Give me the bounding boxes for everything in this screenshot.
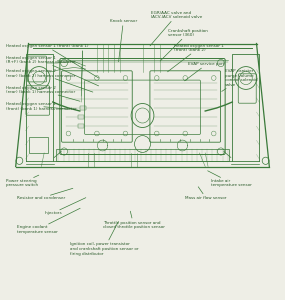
- Text: Heated oxygen sensor 1
(front) (bank 2): Heated oxygen sensor 1 (front) (bank 2): [168, 44, 224, 72]
- Text: Heated oxygen sensor 2
(rear) (bank 1) harness connector: Heated oxygen sensor 2 (rear) (bank 1) h…: [6, 86, 80, 101]
- Bar: [28, 136, 48, 153]
- Text: EVAP canister
purge volume
control solenoid
valve: EVAP canister purge volume control solen…: [222, 69, 258, 92]
- Text: EVAP service port: EVAP service port: [185, 62, 225, 81]
- Text: Heated oxygen sensor 1 (front) (bank 1): Heated oxygen sensor 1 (front) (bank 1): [6, 44, 99, 78]
- Text: Power steering
pressure switch: Power steering pressure switch: [6, 175, 39, 187]
- Text: EGR/AAC valve and
IACV-IACV solenoid valve: EGR/AAC valve and IACV-IACV solenoid val…: [150, 11, 202, 46]
- Text: Injectors: Injectors: [44, 198, 86, 215]
- Text: Heated oxygen sensor 1
(R+F) (bank 2) harness connector: Heated oxygen sensor 1 (R+F) (bank 2) ha…: [6, 56, 99, 86]
- Bar: [78, 124, 84, 128]
- Bar: [78, 115, 84, 119]
- Text: Knock sensor: Knock sensor: [110, 19, 137, 62]
- Text: Intake air
temperature sensor: Intake air temperature sensor: [208, 171, 252, 187]
- Text: Mass air flow sensor: Mass air flow sensor: [185, 187, 227, 200]
- Text: Crankshaft position
sensor (360): Crankshaft position sensor (360): [160, 29, 208, 61]
- Text: Ignition coil, power transistor
and crankshaft position sensor or
firing distrib: Ignition coil, power transistor and cran…: [70, 221, 139, 256]
- Bar: [56, 148, 229, 160]
- Text: Heated oxygen sensor 2
(rear) (bank 2) harness connector: Heated oxygen sensor 2 (rear) (bank 2) h…: [6, 69, 93, 92]
- Text: Heated oxygen sensor 1
(front) (bank 1) harness connector: Heated oxygen sensor 1 (front) (bank 1) …: [6, 102, 76, 111]
- Text: Engine coolant
temperature sensor: Engine coolant temperature sensor: [17, 208, 80, 234]
- Text: Resistor and condenser: Resistor and condenser: [17, 188, 73, 200]
- Bar: [80, 106, 86, 110]
- Text: Throttle position sensor and
closed throttle position sensor: Throttle position sensor and closed thro…: [103, 211, 165, 229]
